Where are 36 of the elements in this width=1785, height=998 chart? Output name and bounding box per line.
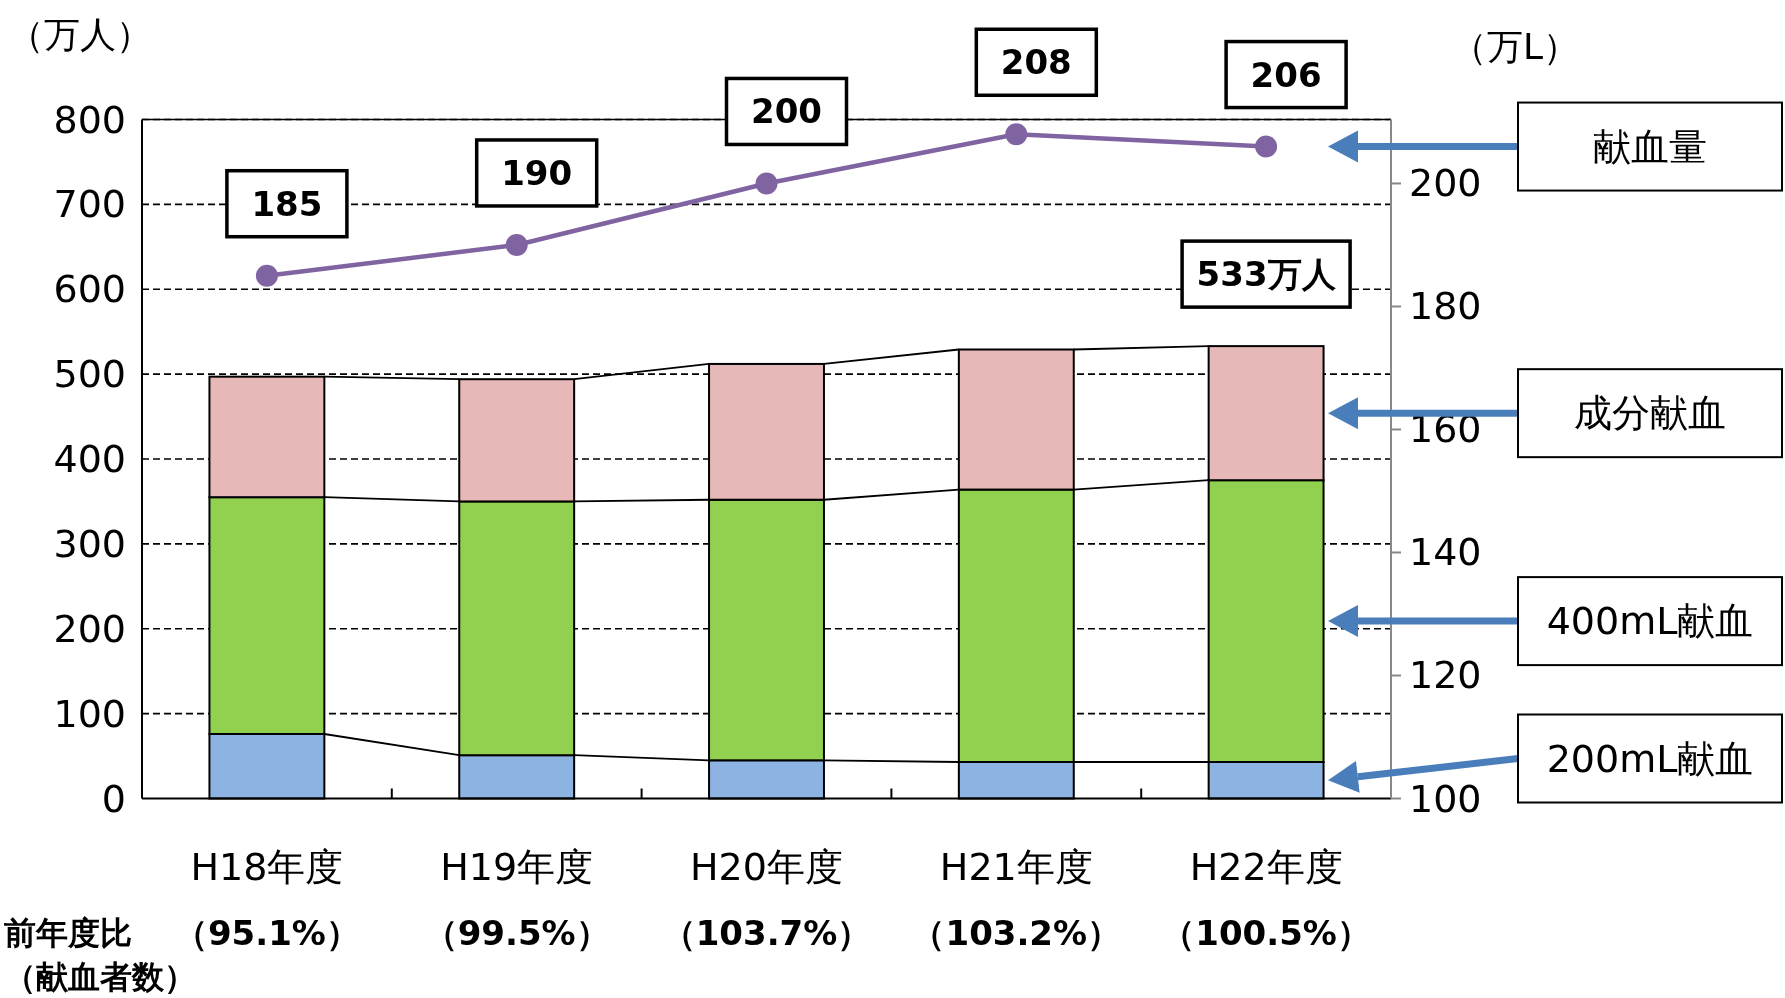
y-tick-label: 600 [53, 267, 126, 312]
x-tick-label: H18年度 [190, 845, 344, 889]
x-tick-label: H22年度 [1189, 845, 1343, 889]
y-tick-label: 200 [53, 606, 126, 651]
y-tick-label: 500 [53, 352, 126, 397]
text: 献血量 [1593, 124, 1707, 169]
y-tick-label: 0 [101, 776, 126, 821]
annotation: 533万人 [1196, 254, 1337, 295]
y-tick-label: 700 [53, 182, 126, 227]
text: （103.2%） [911, 913, 1122, 953]
data-label: 200 [751, 91, 822, 132]
y2-tick-label: 140 [1409, 530, 1482, 575]
y-tick-label: 800 [53, 97, 126, 142]
y-axis-title: （万人） [8, 13, 152, 55]
y2-tick-label: 120 [1409, 653, 1482, 698]
text: 200mL献血 [1546, 736, 1754, 781]
data-label: 208 [1000, 42, 1072, 83]
y2-tick-label: 160 [1409, 407, 1482, 452]
y2-axis-title: （万L） [1450, 25, 1580, 67]
data-label: 190 [501, 152, 573, 193]
text: 成分献血 [1574, 391, 1726, 436]
text: （99.5%） [423, 913, 610, 953]
y-tick-label: 400 [53, 437, 126, 481]
text: （100.5%） [1161, 913, 1371, 953]
text: （103.7%） [661, 913, 872, 953]
y-tick-label: 300 [53, 521, 126, 566]
text: 400mL献血 [1546, 599, 1754, 644]
x-tick-label: H20年度 [690, 845, 843, 889]
data-label: 185 [251, 183, 323, 224]
x-tick-label: H19年度 [440, 845, 594, 889]
data-label: 206 [1250, 54, 1322, 95]
y2-tick-label: 100 [1409, 776, 1482, 821]
y2-tick-label: 180 [1409, 284, 1482, 329]
y-tick-label: 100 [53, 691, 126, 736]
y2-tick-label: 200 [1409, 161, 1482, 206]
x-tick-label: H21年度 [939, 845, 1093, 889]
